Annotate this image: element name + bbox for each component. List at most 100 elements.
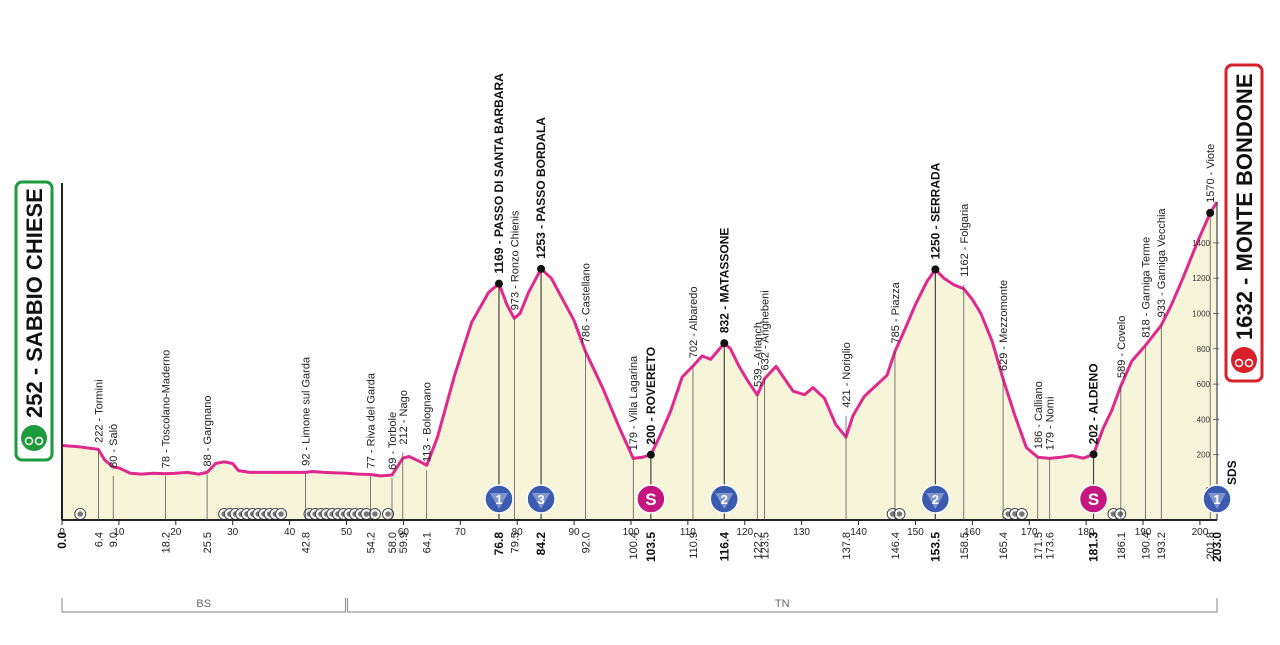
km-tick-label: 0 bbox=[59, 527, 65, 538]
waypoint-label: 1250 - SERRADA bbox=[928, 162, 942, 259]
waypoint-label: 69 - Torbole bbox=[387, 412, 399, 470]
waypoint-dot bbox=[537, 264, 546, 273]
waypoint-label: 589 - Covelo bbox=[1116, 316, 1128, 378]
finish-bike-wheel bbox=[1244, 358, 1254, 368]
waypoint-km-label: 165.4 bbox=[998, 532, 1010, 560]
waypoint-km-label: 76.8 bbox=[492, 532, 506, 556]
alt-tick-label: 200 bbox=[1197, 451, 1211, 460]
waypoint-dot bbox=[1206, 208, 1215, 217]
km-tick-label: 190 bbox=[1135, 527, 1152, 538]
waypoint-label: 179 - Nomi bbox=[1045, 397, 1057, 451]
waypoint-km-label: 158.5 bbox=[959, 532, 971, 560]
sprint-badge bbox=[636, 484, 666, 514]
waypoint-km-label: 153.5 bbox=[928, 532, 942, 562]
waypoint-km-label: 146.4 bbox=[890, 532, 902, 560]
waypoint-km-label: 25.5 bbox=[202, 532, 214, 553]
waypoint-label: 832 - MATASSONE bbox=[717, 228, 731, 334]
waypoint-dot bbox=[720, 339, 729, 348]
region-label: BS bbox=[196, 598, 211, 610]
start-km-label: 0.0 bbox=[55, 532, 69, 549]
profile-line bbox=[61, 201, 1219, 478]
climb-badge-triangle bbox=[489, 493, 508, 509]
waypoint-km-label: 201.8 bbox=[1205, 532, 1217, 560]
climb-badge-label: 3 bbox=[537, 492, 544, 507]
tunnel-icon-core bbox=[385, 511, 391, 517]
region-bracket bbox=[346, 598, 1218, 613]
waypoint-km-label: 9.0 bbox=[108, 532, 120, 547]
waypoint-dot bbox=[1089, 450, 1098, 459]
climb-badge bbox=[709, 484, 740, 514]
waypoint-km-label: 58.0 bbox=[387, 532, 399, 553]
waypoint-dot bbox=[646, 450, 655, 459]
km-tick-label: 140 bbox=[850, 527, 867, 538]
sprint-badge-label: S bbox=[645, 490, 656, 509]
km-tick-label: 40 bbox=[284, 527, 296, 538]
waypoint-label: 179 - Villa Lagarina bbox=[628, 355, 640, 450]
km-tick-label: 30 bbox=[227, 527, 239, 538]
finish-bike-icon bbox=[1231, 347, 1257, 373]
waypoint-label: 80 - Salò bbox=[108, 424, 120, 468]
climb-badge bbox=[526, 484, 556, 514]
waypoint-km-label: 18.2 bbox=[161, 532, 173, 553]
waypoint-km-label: 193.2 bbox=[1156, 532, 1168, 560]
km-tick-label: 90 bbox=[569, 527, 581, 538]
waypoint-label: 632 - Anghebeni bbox=[760, 290, 772, 370]
waypoint-label: 78 - Toscolano-Maderno bbox=[161, 350, 173, 468]
climb-badge bbox=[920, 484, 951, 514]
climb-badge-label: 2 bbox=[721, 492, 728, 507]
tunnel-icon-core bbox=[278, 511, 284, 517]
waypoint-km-label: 122.2 bbox=[752, 532, 764, 560]
km-tick-label: 200 bbox=[1192, 527, 1209, 538]
waypoint-km-label: 181.3 bbox=[1087, 532, 1101, 562]
waypoint-label: 200 - ROVERETO bbox=[644, 347, 658, 445]
sds-label: SDS bbox=[1225, 460, 1239, 485]
km-tick-label: 50 bbox=[341, 527, 353, 538]
waypoint-km-label: 171.5 bbox=[1033, 532, 1045, 560]
waypoint-km-label: 103.5 bbox=[644, 532, 658, 562]
waypoint-km-label: 137.8 bbox=[841, 532, 853, 560]
alt-tick-label: 1400 bbox=[1192, 239, 1210, 248]
waypoint-dot bbox=[931, 265, 940, 274]
waypoint-label: 702 - Albaredo bbox=[688, 287, 700, 359]
finish-label: 1632 - MONTE BONDONE bbox=[1232, 74, 1257, 341]
waypoint-km-label: 6.4 bbox=[93, 532, 105, 547]
waypoint-label: 212 - Nago bbox=[398, 390, 410, 444]
km-tick-label: 180 bbox=[1078, 527, 1095, 538]
km-tick-label: 70 bbox=[455, 527, 467, 538]
climb-badge-label: 1 bbox=[1213, 492, 1220, 507]
tunnel-icon-core bbox=[372, 511, 378, 517]
waypoint-label: 933 - Garniga Vecchia bbox=[1156, 208, 1168, 318]
waypoint-km-label: 110.9 bbox=[688, 532, 700, 559]
tunnel-icon-core bbox=[77, 511, 84, 517]
km-tick-label: 60 bbox=[398, 527, 410, 538]
km-tick-label: 80 bbox=[512, 527, 524, 538]
waypoint-dot bbox=[494, 279, 503, 288]
waypoint-km-label: 173.6 bbox=[1045, 532, 1057, 560]
waypoint-km-label: 116.4 bbox=[717, 532, 731, 562]
climb-badge-triangle bbox=[532, 493, 551, 509]
waypoint-label: 222 - Tormini bbox=[93, 379, 105, 442]
climb-badge bbox=[1202, 484, 1232, 514]
waypoint-label: 539 - Arlanch bbox=[752, 322, 764, 387]
alt-tick-label: 600 bbox=[1197, 380, 1211, 389]
region-bracket bbox=[61, 598, 347, 613]
waypoint-label: 973 - Ronzo Chienis bbox=[509, 210, 521, 310]
start-box bbox=[14, 180, 54, 462]
alt-tick-label: 1200 bbox=[1192, 274, 1210, 283]
km-tick-label: 110 bbox=[680, 527, 696, 538]
tunnel-icon-core bbox=[1019, 511, 1025, 517]
waypoint-label: 77 - Riva del Garda bbox=[365, 372, 377, 468]
waypoint-km-label: 79.5 bbox=[509, 532, 521, 553]
waypoint-km-label: 64.1 bbox=[422, 532, 434, 553]
start-bike-wheel bbox=[34, 436, 44, 446]
alt-tick-label: 400 bbox=[1197, 415, 1211, 424]
climb-badge bbox=[484, 484, 514, 514]
waypoint-km-label: 42.8 bbox=[301, 532, 313, 553]
waypoint-label: 92 - Limone sul Garda bbox=[301, 356, 313, 466]
km-tick-label: 160 bbox=[964, 527, 981, 538]
start-bike-wheel bbox=[24, 436, 34, 446]
sprint-badge bbox=[1078, 484, 1109, 514]
waypoint-label: 1253 - PASSO BORDALA bbox=[534, 117, 548, 259]
finish-box bbox=[1224, 63, 1264, 383]
